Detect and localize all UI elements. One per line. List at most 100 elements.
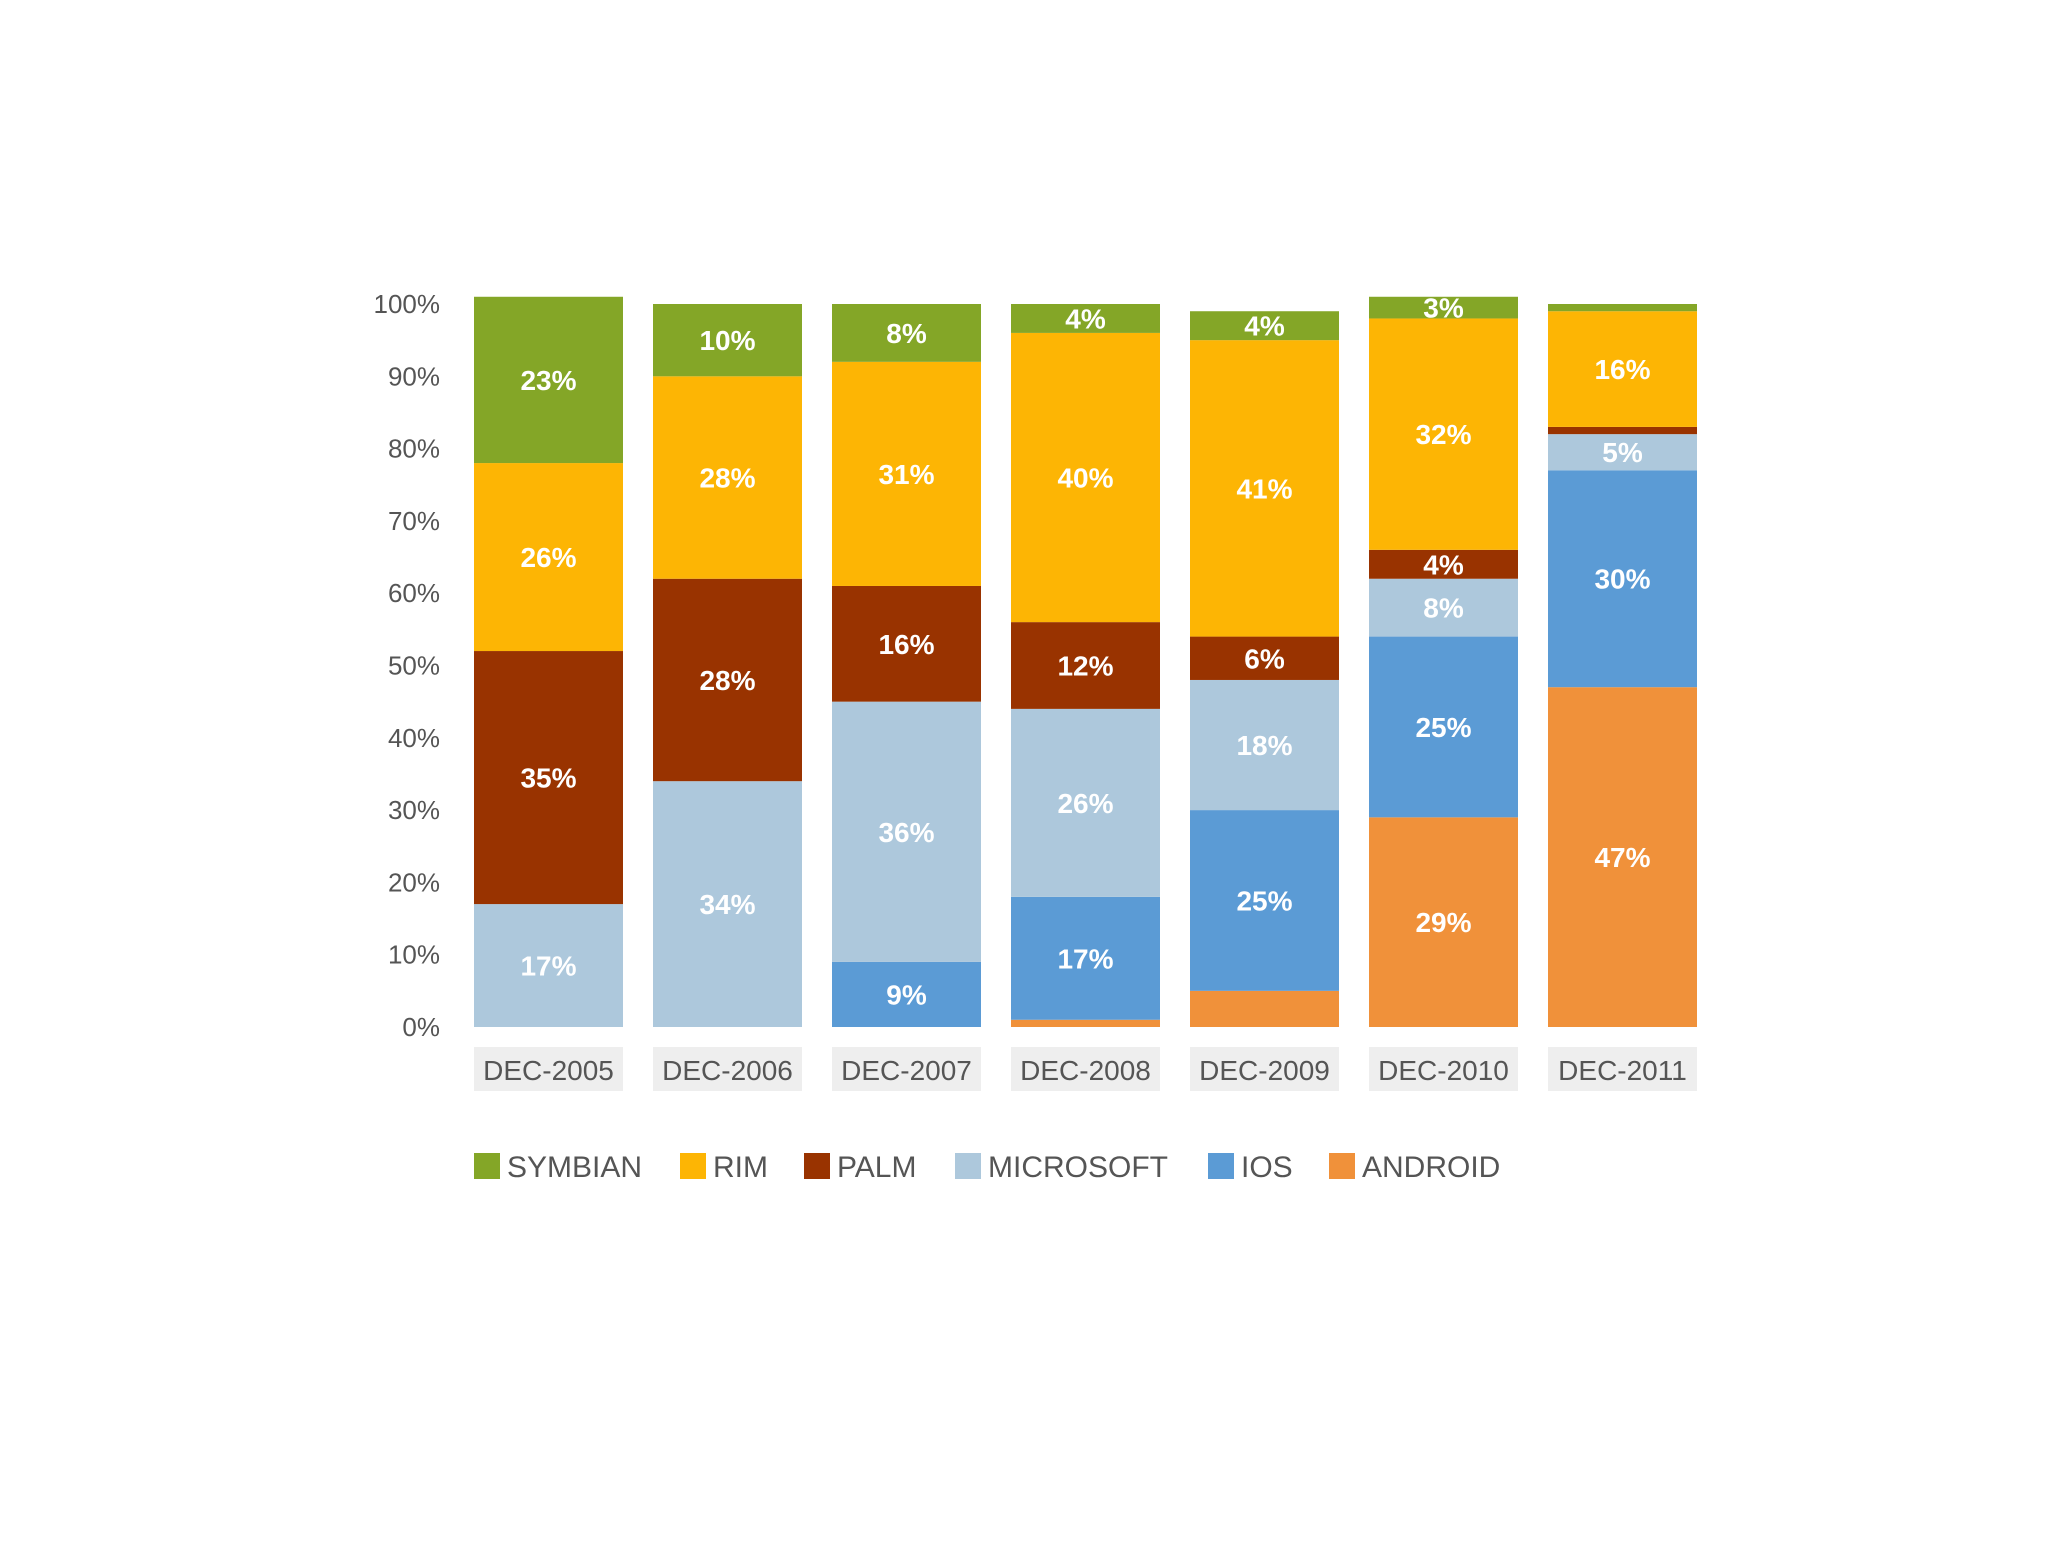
legend-item-ios: IOS <box>1208 1151 1293 1184</box>
bar-segment-palm <box>832 585 981 702</box>
bar-segment-rim <box>1190 340 1339 637</box>
data-label: 29% <box>1415 907 1471 938</box>
data-label: 16% <box>1594 354 1650 385</box>
legend-item-android: ANDROID <box>1329 1151 1500 1184</box>
x-axis: DEC-2005 DEC-2006 DEC-2007 DEC-2008 DEC-2009… <box>474 1047 1697 1091</box>
x-tick-label: DEC-2008 <box>1020 1055 1151 1086</box>
data-label: 26% <box>520 542 576 573</box>
bar-segment-microsoft <box>653 781 802 1027</box>
legend-swatch <box>955 1153 981 1179</box>
y-tick-label: 60% <box>388 578 440 608</box>
bar-segment-microsoft <box>1190 679 1339 811</box>
bar-segment-microsoft <box>1369 578 1518 637</box>
data-label: 47% <box>1594 842 1650 873</box>
bar-column: 29% 25% 8% 4% 32% 3% <box>1369 293 1518 1027</box>
y-tick-label: 20% <box>388 867 440 897</box>
data-label: 3% <box>1423 293 1464 324</box>
legend-swatch <box>1208 1153 1234 1179</box>
bar-segment-android <box>1369 817 1518 1027</box>
bars-group: 17% 35% 26% 23% 34% 28% 28% 10% 9% 36% 16% 31% 8% 17%… <box>474 293 1697 1027</box>
x-tick-label: DEC-2009 <box>1199 1055 1330 1086</box>
legend-swatch <box>804 1153 830 1179</box>
y-tick-label: 90% <box>388 361 440 391</box>
data-label: 25% <box>1236 885 1292 916</box>
bar-segment-microsoft <box>474 904 623 1027</box>
data-label: 23% <box>520 365 576 396</box>
bar-segment-symbian <box>1190 311 1339 341</box>
data-label: 30% <box>1594 564 1650 595</box>
bar-segment-symbian <box>1011 304 1160 333</box>
x-tick-label: DEC-2011 <box>1558 1055 1687 1086</box>
legend-item-palm: PALM <box>804 1151 916 1184</box>
x-tick-background <box>1369 1047 1518 1091</box>
bar-segment-ios <box>832 961 981 1027</box>
data-label: 32% <box>1415 419 1471 450</box>
bar-segment-palm <box>1369 549 1518 579</box>
y-tick-label: 0% <box>402 1012 440 1042</box>
data-label: 4% <box>1244 311 1285 342</box>
data-label: 8% <box>886 318 927 349</box>
legend-label: PALM <box>837 1151 916 1184</box>
legend-swatch <box>474 1153 500 1179</box>
y-tick-label: 10% <box>388 940 440 970</box>
bar-segment-symbian <box>1369 296 1518 319</box>
bar-segment-rim <box>1548 311 1697 427</box>
y-tick-label: 30% <box>388 795 440 825</box>
bar-segment-microsoft <box>1011 708 1160 897</box>
data-label: 31% <box>878 459 934 490</box>
x-tick-background <box>1011 1047 1160 1091</box>
bar-segment-rim <box>653 376 802 579</box>
legend-item-microsoft: MICROSOFT <box>955 1151 1168 1184</box>
legend-label: SYMBIAN <box>507 1151 642 1184</box>
y-tick-label: 50% <box>388 651 440 681</box>
bar-segment-ios <box>1011 896 1160 1020</box>
bar-segment-palm <box>1190 636 1339 680</box>
bar-column: 17% 26% 12% 40% 4% <box>1011 303 1160 1027</box>
legend-swatch <box>1329 1153 1355 1179</box>
legend-label: IOS <box>1241 1151 1293 1184</box>
bar-segment-android <box>1548 687 1697 1027</box>
x-tick-background <box>1548 1047 1697 1091</box>
data-label: 16% <box>878 629 934 660</box>
y-tick-label: 70% <box>388 506 440 536</box>
bar-segment-android <box>1011 1019 1160 1027</box>
bar-column: 17% 35% 26% 23% <box>474 296 623 1027</box>
legend: SYMBIAN RIM PALM MICROSOFT IOS ANDROID <box>474 1151 1500 1184</box>
bar-segment-rim <box>1369 318 1518 550</box>
y-tick-label: 80% <box>388 434 440 464</box>
bar-segment-symbian <box>474 296 623 464</box>
x-tick-background <box>653 1047 802 1091</box>
data-label: 10% <box>699 325 755 356</box>
bar-column: 34% 28% 28% 10% <box>653 304 802 1027</box>
data-label: 17% <box>1057 943 1113 974</box>
bar-segment-symbian <box>1548 304 1697 312</box>
data-label: 28% <box>699 665 755 696</box>
data-label: 5% <box>1602 437 1643 468</box>
x-tick-label: DEC-2007 <box>841 1055 972 1086</box>
data-label: 4% <box>1065 303 1106 334</box>
y-tick-label: 40% <box>388 723 440 753</box>
bar-segment-android <box>1190 990 1339 1027</box>
x-tick-background <box>1190 1047 1339 1091</box>
bar-segment-microsoft <box>1548 434 1697 471</box>
bar-segment-symbian <box>832 304 981 362</box>
data-label: 28% <box>699 463 755 494</box>
data-label: 6% <box>1244 643 1285 674</box>
bar-segment-ios <box>1548 470 1697 688</box>
legend-swatch <box>680 1153 706 1179</box>
data-label: 26% <box>1057 788 1113 819</box>
data-label: 17% <box>520 951 576 982</box>
bar-segment-symbian <box>653 304 802 377</box>
bar-segment-palm <box>653 578 802 782</box>
bar-segment-rim <box>474 463 623 652</box>
data-label: 40% <box>1057 463 1113 494</box>
legend-item-rim: RIM <box>680 1151 768 1184</box>
data-label: 36% <box>878 817 934 848</box>
x-tick-label: DEC-2010 <box>1378 1055 1509 1086</box>
bar-column: 47% 30% 5% 16% <box>1548 304 1697 1027</box>
y-tick-label: 100% <box>374 289 441 319</box>
data-label: 18% <box>1236 730 1292 761</box>
data-label: 4% <box>1423 549 1464 580</box>
